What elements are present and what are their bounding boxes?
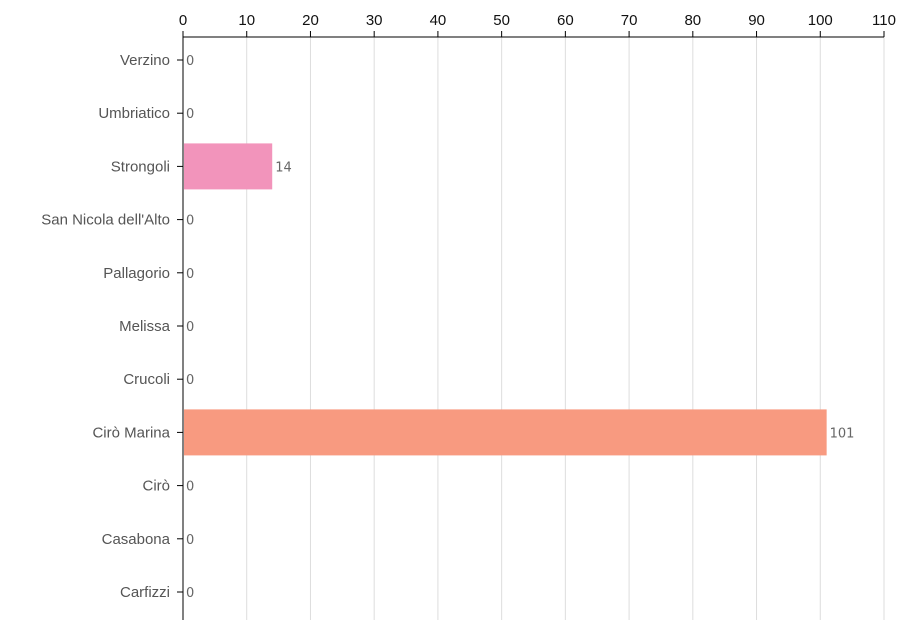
grid-lines: [246, 37, 885, 620]
category-label-san-nicola-dell-alto: San Nicola dell'Alto: [41, 212, 170, 229]
x-tick-label-110: 110: [872, 12, 896, 29]
category-label-umbriatico: Umbriatico: [98, 105, 170, 122]
x-tick-label-90: 90: [748, 12, 765, 29]
data-label-casabona: 0: [186, 533, 194, 548]
category-label-pallagorio: Pallagorio: [103, 265, 170, 282]
x-tick-label-30: 30: [366, 12, 383, 29]
x-tick-label-70: 70: [621, 12, 638, 29]
data-label-pallagorio: 0: [186, 267, 194, 282]
x-tick-label-0: 0: [179, 12, 187, 29]
category-label-casabona: Casabona: [102, 531, 171, 548]
x-tick-label-60: 60: [557, 12, 574, 29]
data-label-strongoli: 14: [275, 160, 292, 175]
data-label-crucoli: 0: [186, 373, 194, 388]
category-label-melissa: Melissa: [119, 318, 171, 335]
category-label-cir-marina: Cirò Marina: [92, 424, 170, 441]
data-label-verzino: 0: [186, 54, 194, 69]
x-tick-label-20: 20: [302, 12, 319, 29]
data-label-umbriatico: 0: [186, 107, 194, 122]
category-label-carfizzi: Carfizzi: [120, 584, 170, 601]
data-label-carfizzi: 0: [186, 586, 194, 601]
category-label-verzino: Verzino: [120, 52, 170, 69]
x-tick-label-10: 10: [238, 12, 255, 29]
data-label-san-nicola-dell-alto: 0: [186, 214, 194, 229]
category-label-crucoli: Crucoli: [123, 371, 170, 388]
x-tick-label-80: 80: [684, 12, 701, 29]
data-label-cir-marina: 101: [830, 426, 855, 441]
bars: [184, 143, 827, 456]
x-tick-label-100: 100: [808, 12, 833, 29]
bar-cir-marina: [184, 409, 827, 456]
category-label-strongoli: Strongoli: [111, 158, 170, 175]
axes: [177, 31, 885, 620]
x-tick-label-40: 40: [430, 12, 447, 29]
x-tick-label-50: 50: [493, 12, 510, 29]
bar-strongoli: [184, 143, 273, 190]
category-label-cir: Cirò: [142, 478, 170, 495]
data-label-melissa: 0: [186, 320, 194, 335]
labels: 0 10 20 30 40 50 60 70 80 90 100 110 Verzino 0 Umbriat…: [41, 12, 896, 601]
data-label-cir: 0: [186, 480, 194, 495]
